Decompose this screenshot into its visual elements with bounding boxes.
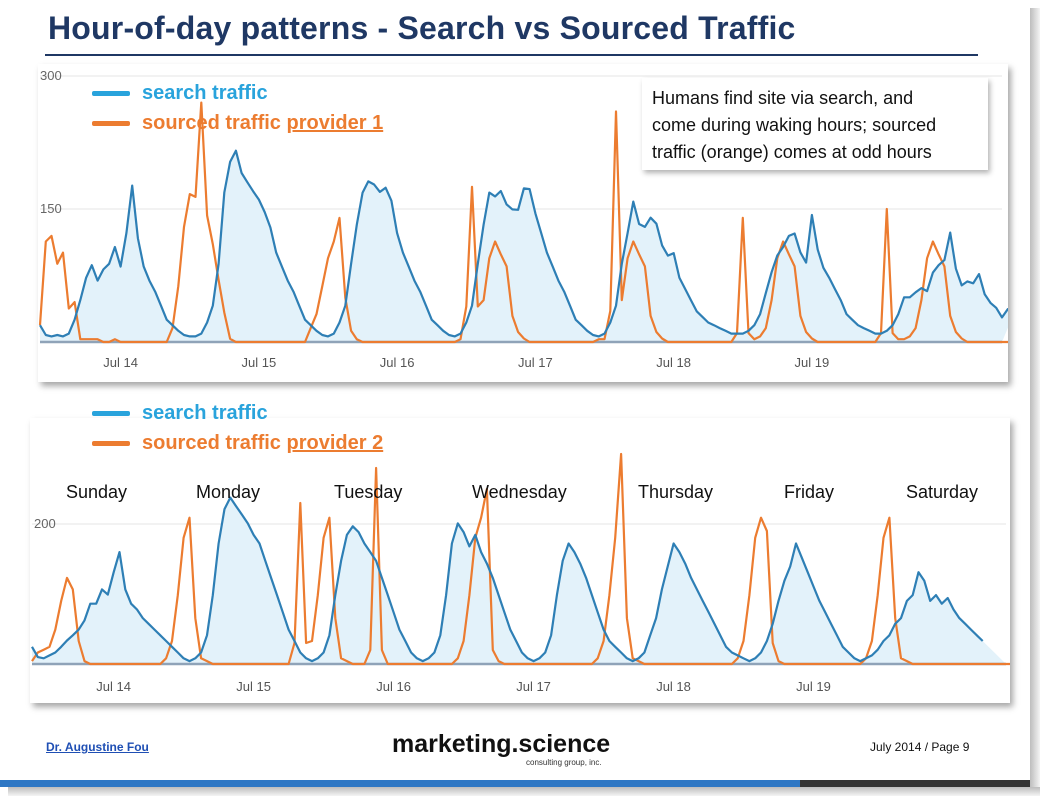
day-label-thursday: Thursday [638,482,714,502]
legend-sourced-1: sourced traffic provider 1 [92,112,383,135]
legend-search-2: search traffic [92,402,268,425]
footer-bar-dark [800,780,1030,787]
x-tick-label: Jul 19 [796,679,831,694]
footer-bar-blue [0,780,800,787]
slide-shadow-bottom [8,787,1040,796]
slide-shadow-right [1030,8,1040,788]
day-label-saturday: Saturday [906,482,979,502]
x-tick-label: Jul 14 [96,679,131,694]
x-tick-label: Jul 15 [242,355,277,370]
day-label-sunday: Sunday [66,482,128,502]
series-area-search-traffic [40,150,1014,342]
chart-provider-1: 300 150 Jul 14 Jul 15 Jul 16 Jul 17 Jul 18 Jul … [38,68,1037,370]
day-label-tuesday: Tuesday [334,482,403,502]
x-tick-label: Jul 15 [236,679,271,694]
y-tick-label: 300 [40,68,62,83]
x-tick-label: Jul 14 [103,355,138,370]
legend-label-sourced-2: sourced traffic [142,432,281,454]
x-tick-label: Jul 17 [518,355,553,370]
series-line-search-traffic [39,149,1015,338]
legend-swatch-sourced-1 [92,121,130,127]
slide-title: Hour-of-day patterns - Search vs Sourced… [48,10,796,46]
series-line-sourced-traffic [38,101,1037,344]
x-tick-label: Jul 19 [795,355,830,370]
chart-provider-2: 200 Jul 14 Jul 15 Jul 16 Jul 17 Jul 18 Jul 19 [31,452,1041,694]
logo-text: marketing.science [392,730,611,758]
day-label-wednesday: Wednesday [472,482,567,502]
x-tick-label: Jul 17 [516,679,551,694]
y-tick-label: 200 [34,516,56,531]
x-tick-label: Jul 16 [380,355,415,370]
legend-label-sourced-1: sourced traffic [142,112,281,134]
author-link[interactable]: Dr. Augustine Fou [46,740,149,754]
x-tick-label: Jul 16 [376,679,411,694]
title-rule [45,54,978,56]
series-line-search-traffic [31,496,984,663]
legend-label-search-1: search traffic [142,82,268,104]
chart-panel-provider-2: 200 Jul 14 Jul 15 Jul 16 Jul 17 Jul 18 Jul 19 [30,418,1041,703]
series-area-search-traffic [32,497,1006,664]
callout-line-1: Humans find site via search, and [652,88,914,108]
page-number: July 2014 / Page 9 [870,740,970,754]
y-tick-label: 150 [40,201,62,216]
legend-provider-2: provider 2 [286,432,384,454]
callout-line-2: come during waking hours; sourced [652,115,937,135]
callout-line-3: traffic (orange) comes at odd hours [652,142,932,162]
day-label-friday: Friday [784,482,835,502]
legend-sourced-2: sourced traffic provider 2 [92,432,383,455]
x-tick-label: Jul 18 [656,355,691,370]
legend-provider-1: provider 1 [286,112,384,134]
legend-swatch-search-1 [92,91,130,97]
day-label-monday: Monday [196,482,261,502]
callout-box: Humans find site via search, and come du… [642,78,988,170]
legend-search-1: search traffic [92,82,268,105]
logo-subtitle: consulting group, inc. [526,758,602,767]
x-tick-label: Jul 18 [656,679,691,694]
legend-label-search-2: search traffic [142,402,268,424]
series-line-sourced-traffic [31,452,1041,666]
legend-swatch-search-2 [92,411,130,417]
legend-swatch-sourced-2 [92,441,130,447]
slide: Hour-of-day patterns - Search vs Sourced… [0,10,1041,787]
